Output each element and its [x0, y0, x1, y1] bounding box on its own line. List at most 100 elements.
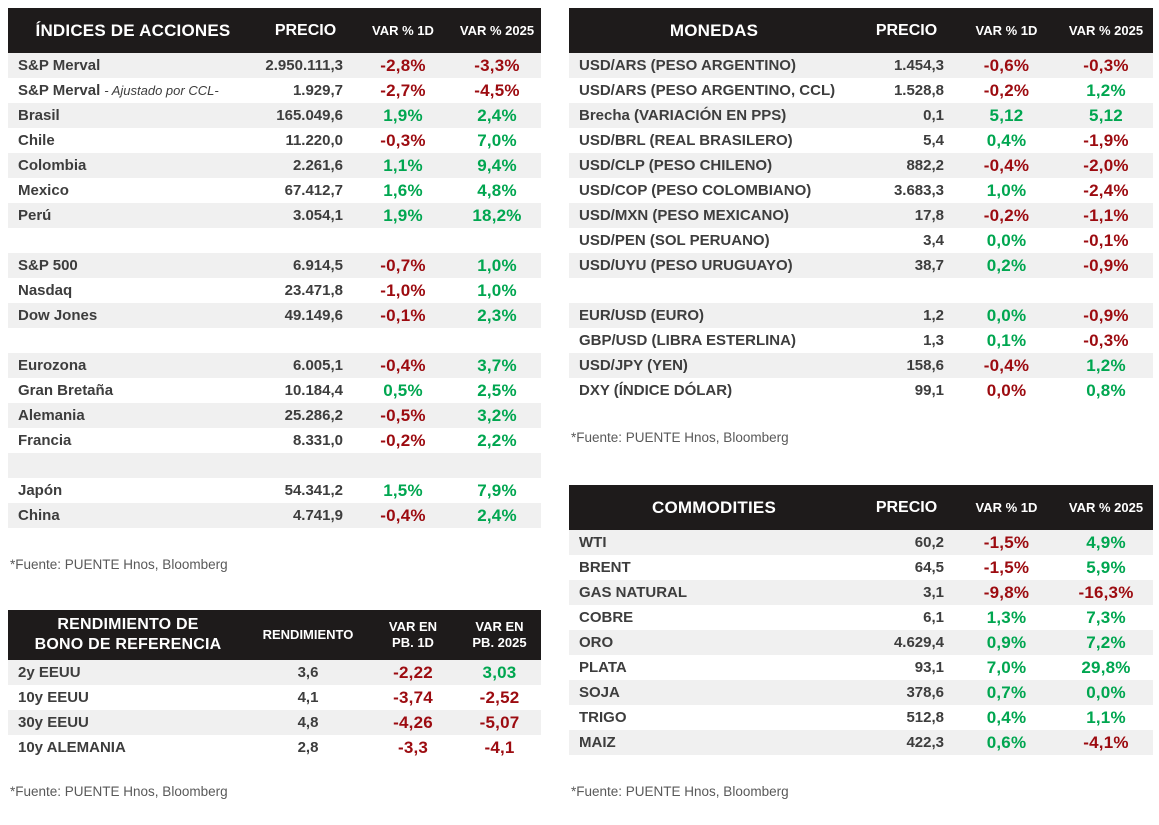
var-1d-value: -1,5% [983, 532, 1030, 552]
var-2025-value: -0,3% [1083, 55, 1129, 75]
price-value: 11.220,0 [285, 132, 343, 149]
table-row: 30y EEUU 4,8 -4,26 -5,07 [8, 710, 541, 735]
var-2025-value: -3,3% [474, 55, 520, 75]
price-value: 67.412,7 [284, 182, 343, 199]
var-2025-value: 5,9% [1086, 557, 1126, 577]
row-label: Francia [18, 432, 72, 449]
var-1d-value: 1,6% [383, 180, 423, 200]
table-row: USD/MXN (PESO MEXICANO) 17,8 -0,2% -1,1% [569, 203, 1153, 228]
price-value: 64,5 [914, 559, 944, 576]
table-row: USD/CLP (PESO CHILENO) 882,2 -0,4% -2,0% [569, 153, 1153, 178]
var-2025-value: 4,9% [1086, 532, 1126, 552]
price-value: 3.683,3 [893, 182, 944, 199]
price-value: 3,1 [923, 584, 944, 601]
table-row: Brecha (VARIACIÓN EN PPS) 0,1 5,12 5,12 [569, 103, 1153, 128]
row-label: BRENT [579, 559, 631, 576]
var-1d-value: -0,7% [380, 255, 426, 275]
table-header: COMMODITIES PRECIO VAR % 1D VAR % 2025 [569, 485, 1153, 530]
var-2025-value: 0,0% [1086, 682, 1126, 702]
row-label: USD/ARS (PESO ARGENTINO, CCL) [579, 82, 836, 99]
row-label: S&P 500 [18, 257, 78, 274]
column-header: VAR EN PB. 2025 [472, 619, 527, 650]
var-1d-value: 1,3% [986, 607, 1027, 627]
row-label: China [18, 507, 60, 524]
var-2025-value: 1,2% [1086, 80, 1126, 100]
var-1d-value: 0,7% [986, 682, 1027, 702]
table-row: Nasdaq 23.471,8 -1,0% 1,0% [8, 278, 541, 303]
var-2025-value: -0,9% [1083, 255, 1129, 275]
table-row: USD/BRL (REAL BRASILERO) 5,4 0,4% -1,9% [569, 128, 1153, 153]
var-2025-value: 2,5% [477, 380, 517, 400]
price-value: 93,1 [914, 659, 944, 676]
row-label: GAS NATURAL [579, 584, 688, 601]
price-value: 2,8 [297, 739, 319, 756]
row-label: Colombia [18, 157, 87, 174]
table-row: S&P Merval - Ajustado por CCL- 1.929,7 -2,7… [8, 78, 541, 103]
var-1d-value: 0,4% [986, 130, 1027, 150]
row-label: 30y EEUU [18, 714, 89, 731]
var-2025-value: -0,3% [1083, 330, 1129, 350]
row-label: 2y EEUU [18, 664, 81, 681]
row-label: SOJA [579, 684, 620, 701]
var-1d-value: -0,4% [983, 155, 1030, 175]
row-label: TRIGO [579, 709, 627, 726]
table-row: USD/ARS (PESO ARGENTINO) 1.454,3 -0,6% -0,3… [569, 53, 1153, 78]
price-value: 3,4 [923, 232, 944, 249]
var-2025-value: 1,0% [477, 280, 517, 300]
row-label: COBRE [579, 609, 634, 626]
row-label: PLATA [579, 659, 627, 676]
price-value: 4.629,4 [893, 634, 944, 651]
var-1d-value: 0,4% [986, 707, 1027, 727]
var-2025-value: -1,9% [1083, 130, 1129, 150]
var-2025-value: 7,9% [477, 480, 517, 500]
row-label: Chile [18, 132, 55, 149]
spacer-row [8, 453, 541, 478]
currencies-table: MONEDAS PRECIO VAR % 1D VAR % 2025 USD/ARS (… [569, 8, 1153, 403]
row-label: USD/UYU (PESO URUGUAYO) [579, 257, 793, 274]
table-row: GBP/USD (LIBRA ESTERLINA) 1,3 0,1% -0,3% [569, 328, 1153, 353]
row-label: Mexico [18, 182, 69, 199]
var-1d-value: -0,2% [380, 430, 426, 450]
table-row: USD/COP (PESO COLOMBIANO) 3.683,3 1,0% -2,4… [569, 178, 1153, 203]
spacer-row [8, 228, 541, 253]
var-1d-value: -0,1% [380, 305, 426, 325]
price-value: 2.950.111,3 [265, 57, 343, 74]
price-value: 512,8 [906, 709, 944, 726]
table-title: MONEDAS [669, 20, 759, 40]
row-label: USD/CLP (PESO CHILENO) [579, 157, 773, 174]
price-value: 882,2 [906, 157, 944, 174]
table-row: Francia 8.331,0 -0,2% 2,2% [8, 428, 541, 453]
row-label: 10y EEUU [18, 689, 89, 706]
row-label: 10y ALEMANIA [18, 739, 126, 756]
table-row: EUR/USD (EURO) 1,2 0,0% -0,9% [569, 303, 1153, 328]
price-value: 38,7 [914, 257, 944, 274]
table-row: GAS NATURAL 3,1 -9,8% -16,3% [569, 580, 1153, 605]
row-label: USD/JPY (YEN) [579, 357, 688, 374]
var-2025-value: 7,2% [1086, 632, 1126, 652]
price-value: 0,1 [923, 107, 944, 124]
var-1d-value: -0,4% [380, 505, 426, 525]
price-value: 378,6 [906, 684, 944, 701]
var-1d-value: -0,6% [983, 55, 1030, 75]
table-row: Brasil 165.049,6 1,9% 2,4% [8, 103, 541, 128]
table-header: ÍNDICES DE ACCIONES PRECIO VAR % 1D VAR % 2… [8, 8, 541, 53]
var-2025-value: -1,1% [1083, 205, 1129, 225]
var-1d-value: -0,2% [983, 80, 1030, 100]
row-label: USD/COP (PESO COLOMBIANO) [579, 182, 812, 199]
var-2025-value: 3,03 [482, 662, 517, 682]
var-2025-value: 2,4% [477, 505, 517, 525]
var-2025-value: -0,9% [1083, 305, 1129, 325]
column-header: PRECIO [274, 21, 337, 39]
var-2025-value: 5,12 [1089, 105, 1123, 125]
commodities-table: COMMODITIES PRECIO VAR % 1D VAR % 2025 WTI 60… [569, 485, 1153, 755]
row-label: Perú [18, 207, 52, 224]
row-label: Eurozona [18, 357, 87, 374]
price-value: 49.149,6 [284, 307, 343, 324]
source-note: *Fuente: PUENTE Hnos, Bloomberg [10, 784, 228, 799]
row-label: MAIZ [579, 734, 616, 751]
var-1d-value: 0,9% [986, 632, 1027, 652]
var-2025-value: -5,07 [479, 712, 520, 732]
var-1d-value: 0,0% [986, 305, 1027, 325]
var-1d-value: 0,0% [986, 380, 1027, 400]
var-2025-value: -2,0% [1083, 155, 1129, 175]
